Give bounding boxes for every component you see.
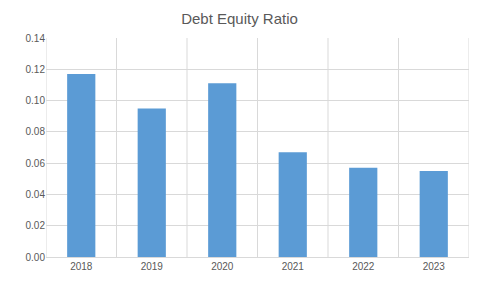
svg-text:0.04: 0.04 — [26, 189, 46, 200]
svg-text:0.14: 0.14 — [26, 33, 46, 44]
svg-text:2021: 2021 — [282, 261, 305, 272]
svg-text:0.00: 0.00 — [26, 252, 46, 263]
svg-text:2019: 2019 — [141, 261, 164, 272]
svg-text:0.12: 0.12 — [26, 64, 46, 75]
svg-text:0.06: 0.06 — [26, 158, 46, 169]
svg-text:2022: 2022 — [352, 261, 375, 272]
svg-text:2018: 2018 — [70, 261, 93, 272]
svg-text:0.02: 0.02 — [26, 220, 46, 231]
svg-text:0.10: 0.10 — [26, 95, 46, 106]
svg-text:0.08: 0.08 — [26, 126, 46, 137]
svg-text:2020: 2020 — [211, 261, 234, 272]
svg-text:2023: 2023 — [423, 261, 446, 272]
svg-text:Debt Equity Ratio: Debt Equity Ratio — [181, 10, 298, 27]
